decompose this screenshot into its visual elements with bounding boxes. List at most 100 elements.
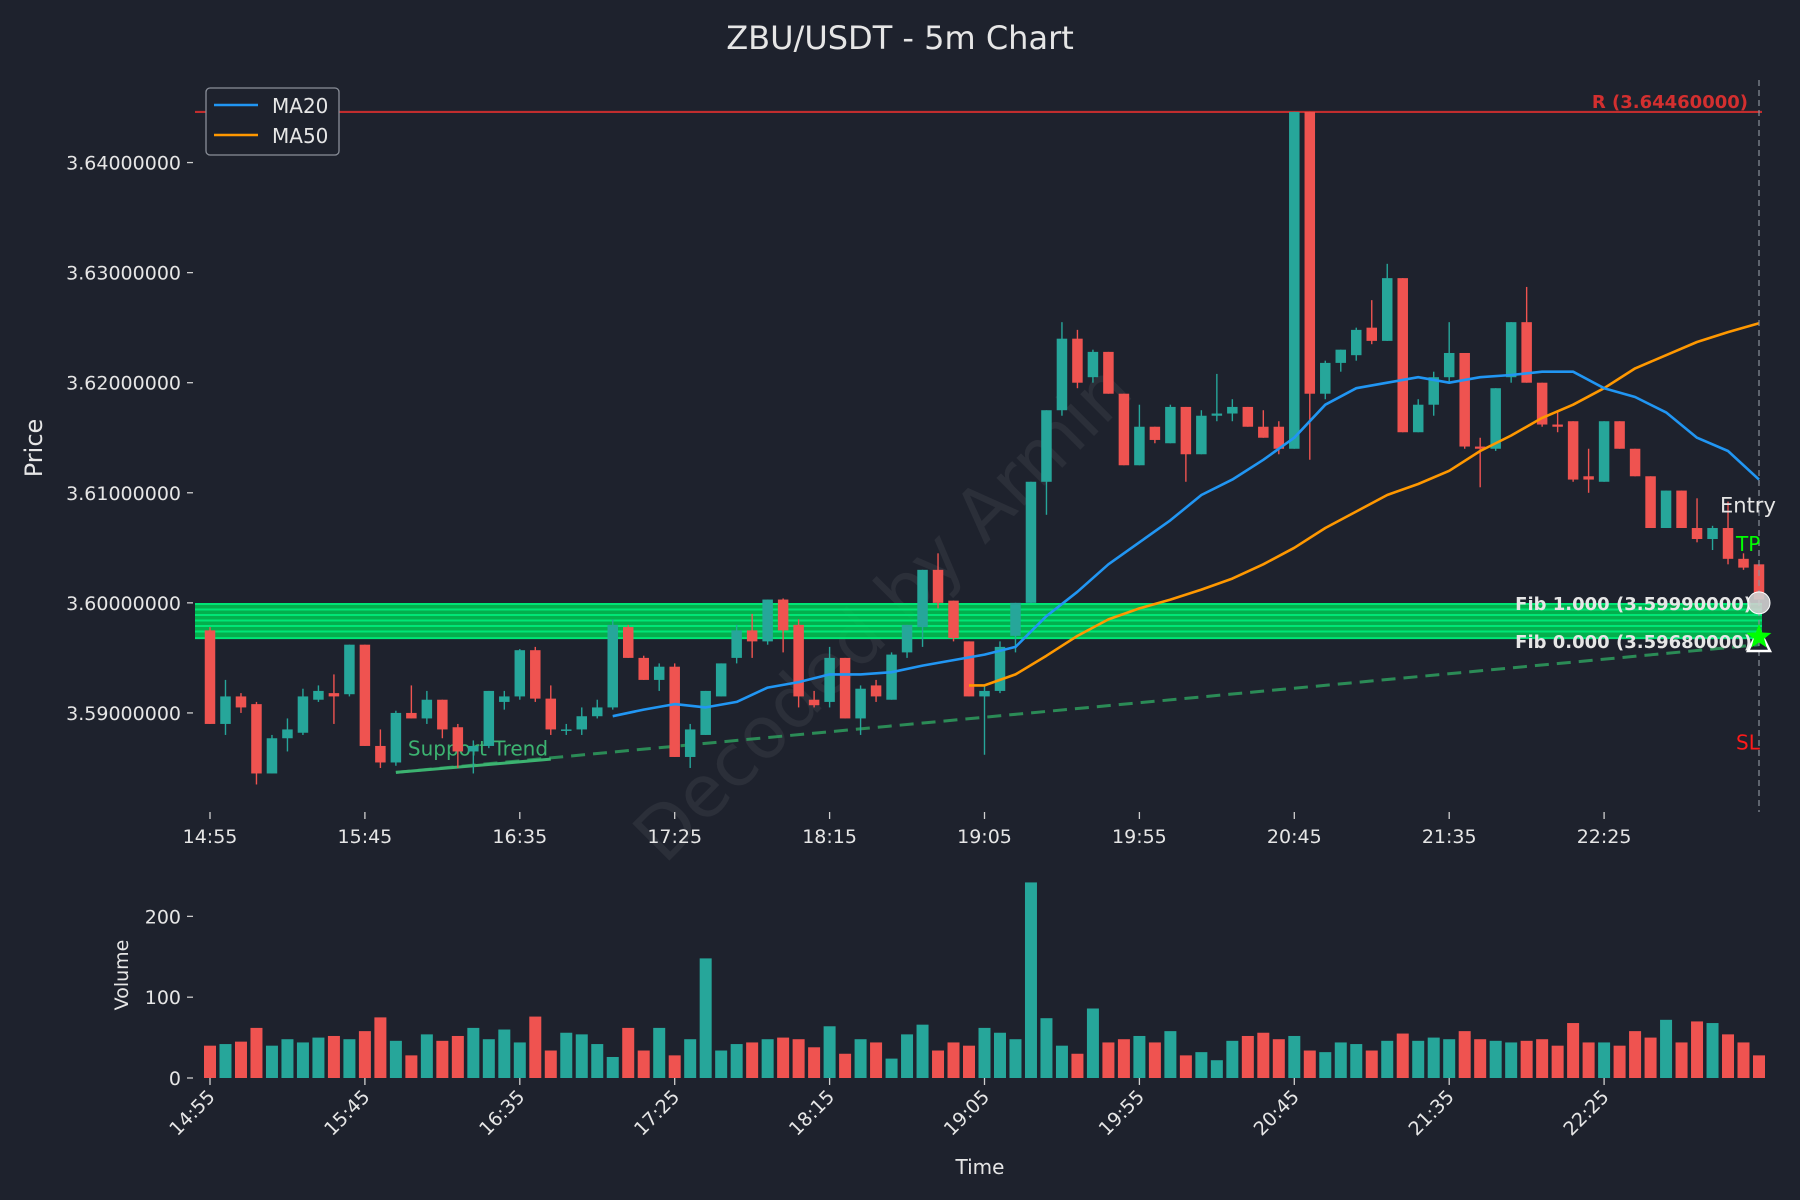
fib-bottom-label: Fib 0.000 (3.59680000)	[1515, 632, 1752, 653]
candle-body	[359, 644, 371, 746]
candle-body	[1412, 404, 1424, 433]
candle-body	[1614, 421, 1625, 449]
volume-bar	[250, 1027, 263, 1078]
volume-bar	[1179, 1055, 1192, 1078]
price-panel: 3.59000000 3.60000000 3.61000000 3.62000000…	[20, 80, 1776, 848]
candle-body	[1474, 446, 1486, 449]
candle-body	[483, 690, 495, 746]
candle-body	[1258, 426, 1269, 438]
volume-bars	[204, 882, 1765, 1078]
candle-body	[684, 729, 696, 757]
volume-bar	[358, 1031, 371, 1078]
volume-bar	[1629, 1031, 1642, 1078]
volume-bar	[916, 1024, 929, 1078]
candle-body	[1304, 111, 1316, 394]
volume-bar	[560, 1032, 573, 1078]
price-time-axis: 14:55 15:45 16:35 17:25 18:15 19:05 19:55 20:45…	[183, 812, 1631, 848]
volume-bar	[1117, 1039, 1130, 1078]
candle-body	[1598, 421, 1610, 482]
volume-bar	[653, 1027, 666, 1078]
candle-body	[839, 657, 851, 719]
volume-bar	[1520, 1040, 1533, 1078]
candle-body	[1041, 410, 1052, 482]
entry-marker	[1747, 591, 1771, 615]
volume-bar	[1675, 1042, 1688, 1078]
candle-body	[932, 569, 944, 603]
support-trend-dashed	[395, 643, 1760, 774]
candle-body	[963, 641, 975, 697]
price-axis-label: Price	[20, 419, 48, 478]
volume-bar	[1102, 1042, 1115, 1078]
volume-time-tick-label: 15:45	[320, 1086, 374, 1140]
volume-bar	[963, 1045, 976, 1078]
candle-body	[653, 666, 665, 680]
candle-body	[979, 690, 990, 697]
time-tick-label: 14:55	[183, 826, 238, 848]
candle-body	[762, 599, 773, 642]
volume-bar	[1691, 1021, 1704, 1078]
candle-body	[715, 663, 727, 697]
volume-bar	[234, 1041, 247, 1078]
candle-body	[1660, 490, 1672, 529]
volume-bar	[1706, 1023, 1719, 1078]
volume-bar	[1536, 1039, 1549, 1078]
volume-time-tick-label: 19:05	[940, 1086, 994, 1140]
volume-bar	[839, 1053, 852, 1078]
volume-bar	[1443, 1039, 1456, 1078]
candle-body	[437, 699, 448, 730]
candle-body	[390, 712, 402, 763]
volume-bar	[420, 1034, 433, 1078]
sl-label: SL	[1736, 730, 1761, 754]
volume-time-axis: 14:55 15:45 16:35 17:25 18:15 19:05 19:55 20:45…	[165, 1078, 1614, 1140]
volume-bar	[637, 1050, 650, 1078]
chart-title: ZBU/USDT - 5m Chart	[726, 19, 1074, 57]
volume-bar	[343, 1039, 356, 1078]
volume-time-tick-label: 16:35	[475, 1086, 529, 1140]
candle-body	[313, 690, 324, 700]
volume-bar	[467, 1027, 480, 1078]
volume-bar	[312, 1037, 325, 1078]
candle-body	[669, 666, 680, 757]
candle-body	[1273, 426, 1285, 449]
candle-body	[1707, 528, 1718, 540]
candle-body	[700, 690, 711, 735]
candle-body	[1242, 406, 1254, 427]
volume-bar	[1303, 1050, 1316, 1078]
volume-bar	[622, 1027, 635, 1078]
volume-bar	[1195, 1052, 1208, 1078]
volume-bar	[1505, 1042, 1518, 1078]
volume-bar	[1133, 1035, 1146, 1078]
candle-body	[266, 738, 278, 774]
candle-body	[994, 646, 1006, 691]
candle-body	[1087, 351, 1099, 378]
candle-body	[1180, 406, 1192, 455]
volume-bar	[684, 1039, 697, 1078]
volume-time-tick-label: 19:55	[1095, 1086, 1149, 1140]
volume-bar	[374, 1017, 387, 1078]
volume-bar	[746, 1042, 759, 1078]
volume-bar	[1024, 882, 1037, 1078]
volume-time-tick-label: 14:55	[165, 1086, 219, 1140]
volume-bar	[327, 1035, 340, 1078]
volume-bar	[993, 1032, 1006, 1078]
candle-body	[1459, 352, 1470, 447]
price-gridlines: 3.59000000 3.60000000 3.61000000 3.62000000…	[66, 153, 193, 725]
candle-body	[1211, 413, 1223, 416]
volume-bar	[591, 1044, 604, 1078]
candle-body	[1428, 377, 1439, 405]
volume-ticks: 0 100 200	[145, 906, 193, 1090]
candle-body	[1443, 352, 1455, 378]
candle-body	[1521, 322, 1532, 383]
candle-body	[1351, 329, 1362, 356]
candle-body	[824, 657, 835, 702]
fib-zone: Fib 1.000 (3.59990000) Fib 0.000 (3.59680…	[195, 594, 1762, 653]
volume-bar	[854, 1039, 867, 1078]
volume-bar	[1567, 1023, 1580, 1078]
candle-body	[855, 688, 866, 719]
volume-bar	[451, 1035, 464, 1078]
candle-body	[468, 745, 479, 752]
volume-bar	[1381, 1040, 1394, 1078]
candle-body	[592, 707, 603, 717]
volume-bar	[1613, 1045, 1626, 1078]
volume-bar	[1753, 1055, 1765, 1078]
